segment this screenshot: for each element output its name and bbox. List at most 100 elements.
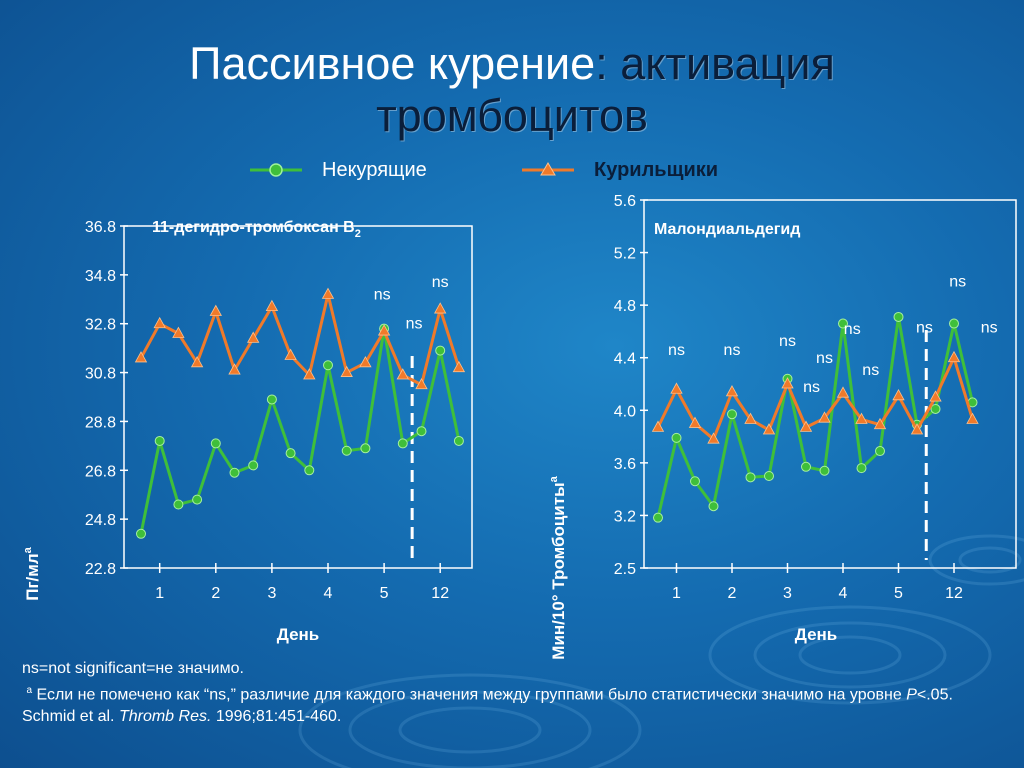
chart-thromboxane-nonsmokers-point xyxy=(435,345,446,356)
chart-malondialdehyde-ytick-label: 4.8 xyxy=(614,298,636,315)
chart-malondialdehyde-nonsmokers-point xyxy=(875,446,885,457)
footnote-a: a Если не помечено как “ns,” различие дл… xyxy=(22,680,1012,706)
chart-malondialdehyde-xtick-label: 5 xyxy=(894,585,903,602)
chart-thromboxane-xtick-label: 3 xyxy=(267,585,276,602)
legend-nonsmokers: Некурящие xyxy=(250,158,427,182)
chart-thromboxane-nonsmokers-point xyxy=(304,465,315,476)
footnote-p-symbol: P xyxy=(906,686,917,704)
chart-thromboxane-ylabel-text: Пг/мл xyxy=(23,553,42,600)
chart-malondialdehyde-smokers-point xyxy=(873,417,887,430)
chart-thromboxane-nonsmokers-point xyxy=(397,438,408,449)
chart-thromboxane-smokers-point xyxy=(452,360,466,373)
chart-malondialdehyde-smokers-point xyxy=(947,350,961,363)
chart-thromboxane-nonsmokers-point xyxy=(416,426,427,437)
chart-malondialdehyde-smokers-point xyxy=(799,420,813,432)
chart-thromboxane-nonsmokers-point xyxy=(341,445,352,456)
chart-thromboxane-xtick-label: 12 xyxy=(431,585,449,602)
chart-malondialdehyde-smokers-point xyxy=(651,420,665,432)
chart-thromboxane-nonsmokers-point xyxy=(453,435,464,446)
chart-malondialdehyde-ns-annotation: ns xyxy=(724,342,741,359)
chart-malondialdehyde-ns-annotation: ns xyxy=(916,320,933,337)
chart-thromboxane-smokers-point xyxy=(359,355,372,368)
chart-thromboxane-frame xyxy=(123,225,473,569)
chart-thromboxane-ns-annotation: ns xyxy=(374,286,391,303)
chart-malondialdehyde-ylabel-text: Мин/10° Тромбоциты xyxy=(549,482,568,659)
footnote-a-text: Если не помечено как “ns,” различие для … xyxy=(36,686,902,704)
chart-thromboxane-xtick-label: 5 xyxy=(380,585,389,602)
legend-nonsmokers-marker-icon xyxy=(250,163,302,177)
chart-malondialdehyde-ns-annotation: ns xyxy=(862,362,879,379)
chart-malondialdehyde-xtick-label: 4 xyxy=(839,585,848,602)
footnote-reference: Schmid et al. Thromb Res. 1996;81:451-46… xyxy=(22,706,1012,728)
chart-malondialdehyde-nonsmokers-point xyxy=(745,472,756,483)
chart-malondialdehyde-ylabel: Мин/10° Тромбоцитыa xyxy=(548,475,568,659)
chart-malondialdehyde-frame xyxy=(643,199,1017,569)
chart-thromboxane-nonsmokers-point xyxy=(154,435,165,446)
chart-malondialdehyde-smokers-point xyxy=(892,388,905,401)
chart-thromboxane-ylabel-superscript: a xyxy=(22,546,34,553)
slide-title: Пассивное курение: активация тромбоцитов xyxy=(0,38,1024,142)
chart-thromboxane-nonsmokers-point xyxy=(210,438,221,449)
chart-malondialdehyde-nonsmokers-point xyxy=(801,461,811,472)
chart-thromboxane-nonsmokers-point xyxy=(173,499,184,510)
legend-smokers: Курильщики xyxy=(522,158,718,182)
chart-thromboxane-nonsmokers-point xyxy=(192,494,203,505)
chart-thromboxane-ytick-label: 36.8 xyxy=(85,219,116,236)
chart-malondialdehyde-ns-annotation: ns xyxy=(816,350,833,367)
legend-smokers-marker-icon xyxy=(522,162,574,176)
chart-malondialdehyde-ns-annotation: ns xyxy=(981,320,998,337)
chart-thromboxane-ytick-label: 24.8 xyxy=(85,512,116,529)
chart-thromboxane-nonsmokers-point xyxy=(136,528,146,539)
chart-thromboxane-smokers-point xyxy=(134,351,148,363)
chart-malondialdehyde-ytick-label: 2.5 xyxy=(614,561,636,578)
chart-thromboxane-svg: 11-дегидро-тромбоксан B2 Пг/млa День 22.… xyxy=(22,219,473,644)
chart-thromboxane-ytick-label: 32.8 xyxy=(85,317,116,334)
chart-thromboxane-ytick-label: 22.8 xyxy=(85,561,116,578)
chart-malondialdehyde-smokers-point xyxy=(762,423,776,435)
title-main: Пассивное курение xyxy=(189,38,596,89)
chart-thromboxane-xtick-label: 1 xyxy=(155,585,164,602)
chart-thromboxane-xtick-label: 2 xyxy=(211,585,220,602)
chart-thromboxane-smokers-point xyxy=(209,304,222,316)
chart-malondialdehyde-nonsmokers-point xyxy=(930,403,941,414)
chart-thromboxane-smokers-point xyxy=(396,368,409,380)
chart-thromboxane-ytick-label: 28.8 xyxy=(85,414,116,431)
chart-malondialdehyde-ytick-label: 4.4 xyxy=(614,351,636,368)
chart-malondialdehyde-ns-annotation: ns xyxy=(668,342,685,359)
chart-malondialdehyde-smokers-point xyxy=(929,390,942,402)
chart-malondialdehyde-ns-annotation: ns xyxy=(949,274,966,291)
chart-malondialdehyde-nonsmokers-point xyxy=(893,311,904,322)
chart-thromboxane-ytick-label: 26.8 xyxy=(85,463,116,480)
chart-thromboxane-xlabel: День xyxy=(277,625,320,644)
chart-malondialdehyde-xtick-label: 12 xyxy=(945,585,963,602)
chart-malondialdehyde-xlabel: День xyxy=(795,625,838,644)
legend: Некурящие Курильщики xyxy=(0,158,1024,184)
chart-thromboxane-smokers-point xyxy=(340,365,353,377)
chart-malondialdehyde-series-smokers-line xyxy=(656,356,974,441)
chart-malondialdehyde-nonsmokers-point xyxy=(708,501,719,512)
chart-malondialdehyde-smokers-point xyxy=(688,416,702,428)
chart-malondialdehyde-smokers-point xyxy=(836,386,850,398)
chart-malondialdehyde-nonsmokers-point xyxy=(690,476,700,487)
chart-thromboxane-title: 11-дегидро-тромбоксан B2 xyxy=(152,219,361,240)
chart-malondialdehyde-ytick-label: 3.6 xyxy=(614,456,636,473)
chart-malondialdehyde-svg: Малондиальдегид Мин/10° Тромбоцитыa День… xyxy=(548,193,1017,660)
chart-thromboxane-ns-annotation: ns xyxy=(406,316,423,333)
chart-malondialdehyde-nonsmokers-point xyxy=(949,318,959,329)
chart-thromboxane-smokers-point xyxy=(228,363,241,375)
reference-authors: Schmid et al. xyxy=(22,708,115,726)
chart-thromboxane-nonsmokers-point xyxy=(229,467,240,478)
chart-thromboxane-smokers-point xyxy=(377,324,391,336)
chart-malondialdehyde-ylabel-superscript: a xyxy=(548,475,560,482)
chart-thromboxane-smokers-point xyxy=(284,348,297,360)
chart-thromboxane-nonsmokers-point xyxy=(248,460,259,471)
legend-nonsmokers-label: Некурящие xyxy=(322,158,427,181)
chart-malondialdehyde-ytick-label: 4.0 xyxy=(614,403,636,420)
chart-thromboxane-xtick-label: 4 xyxy=(324,585,333,602)
chart-malondialdehyde: Малондиальдегид Мин/10° Тромбоцитыa День… xyxy=(520,190,1020,660)
chart-thromboxane-nonsmokers-point xyxy=(266,394,277,405)
chart-malondialdehyde-xtick-label: 3 xyxy=(783,585,792,602)
title-accent: : активация xyxy=(595,38,835,89)
chart-thromboxane-smokers-point xyxy=(172,326,185,338)
